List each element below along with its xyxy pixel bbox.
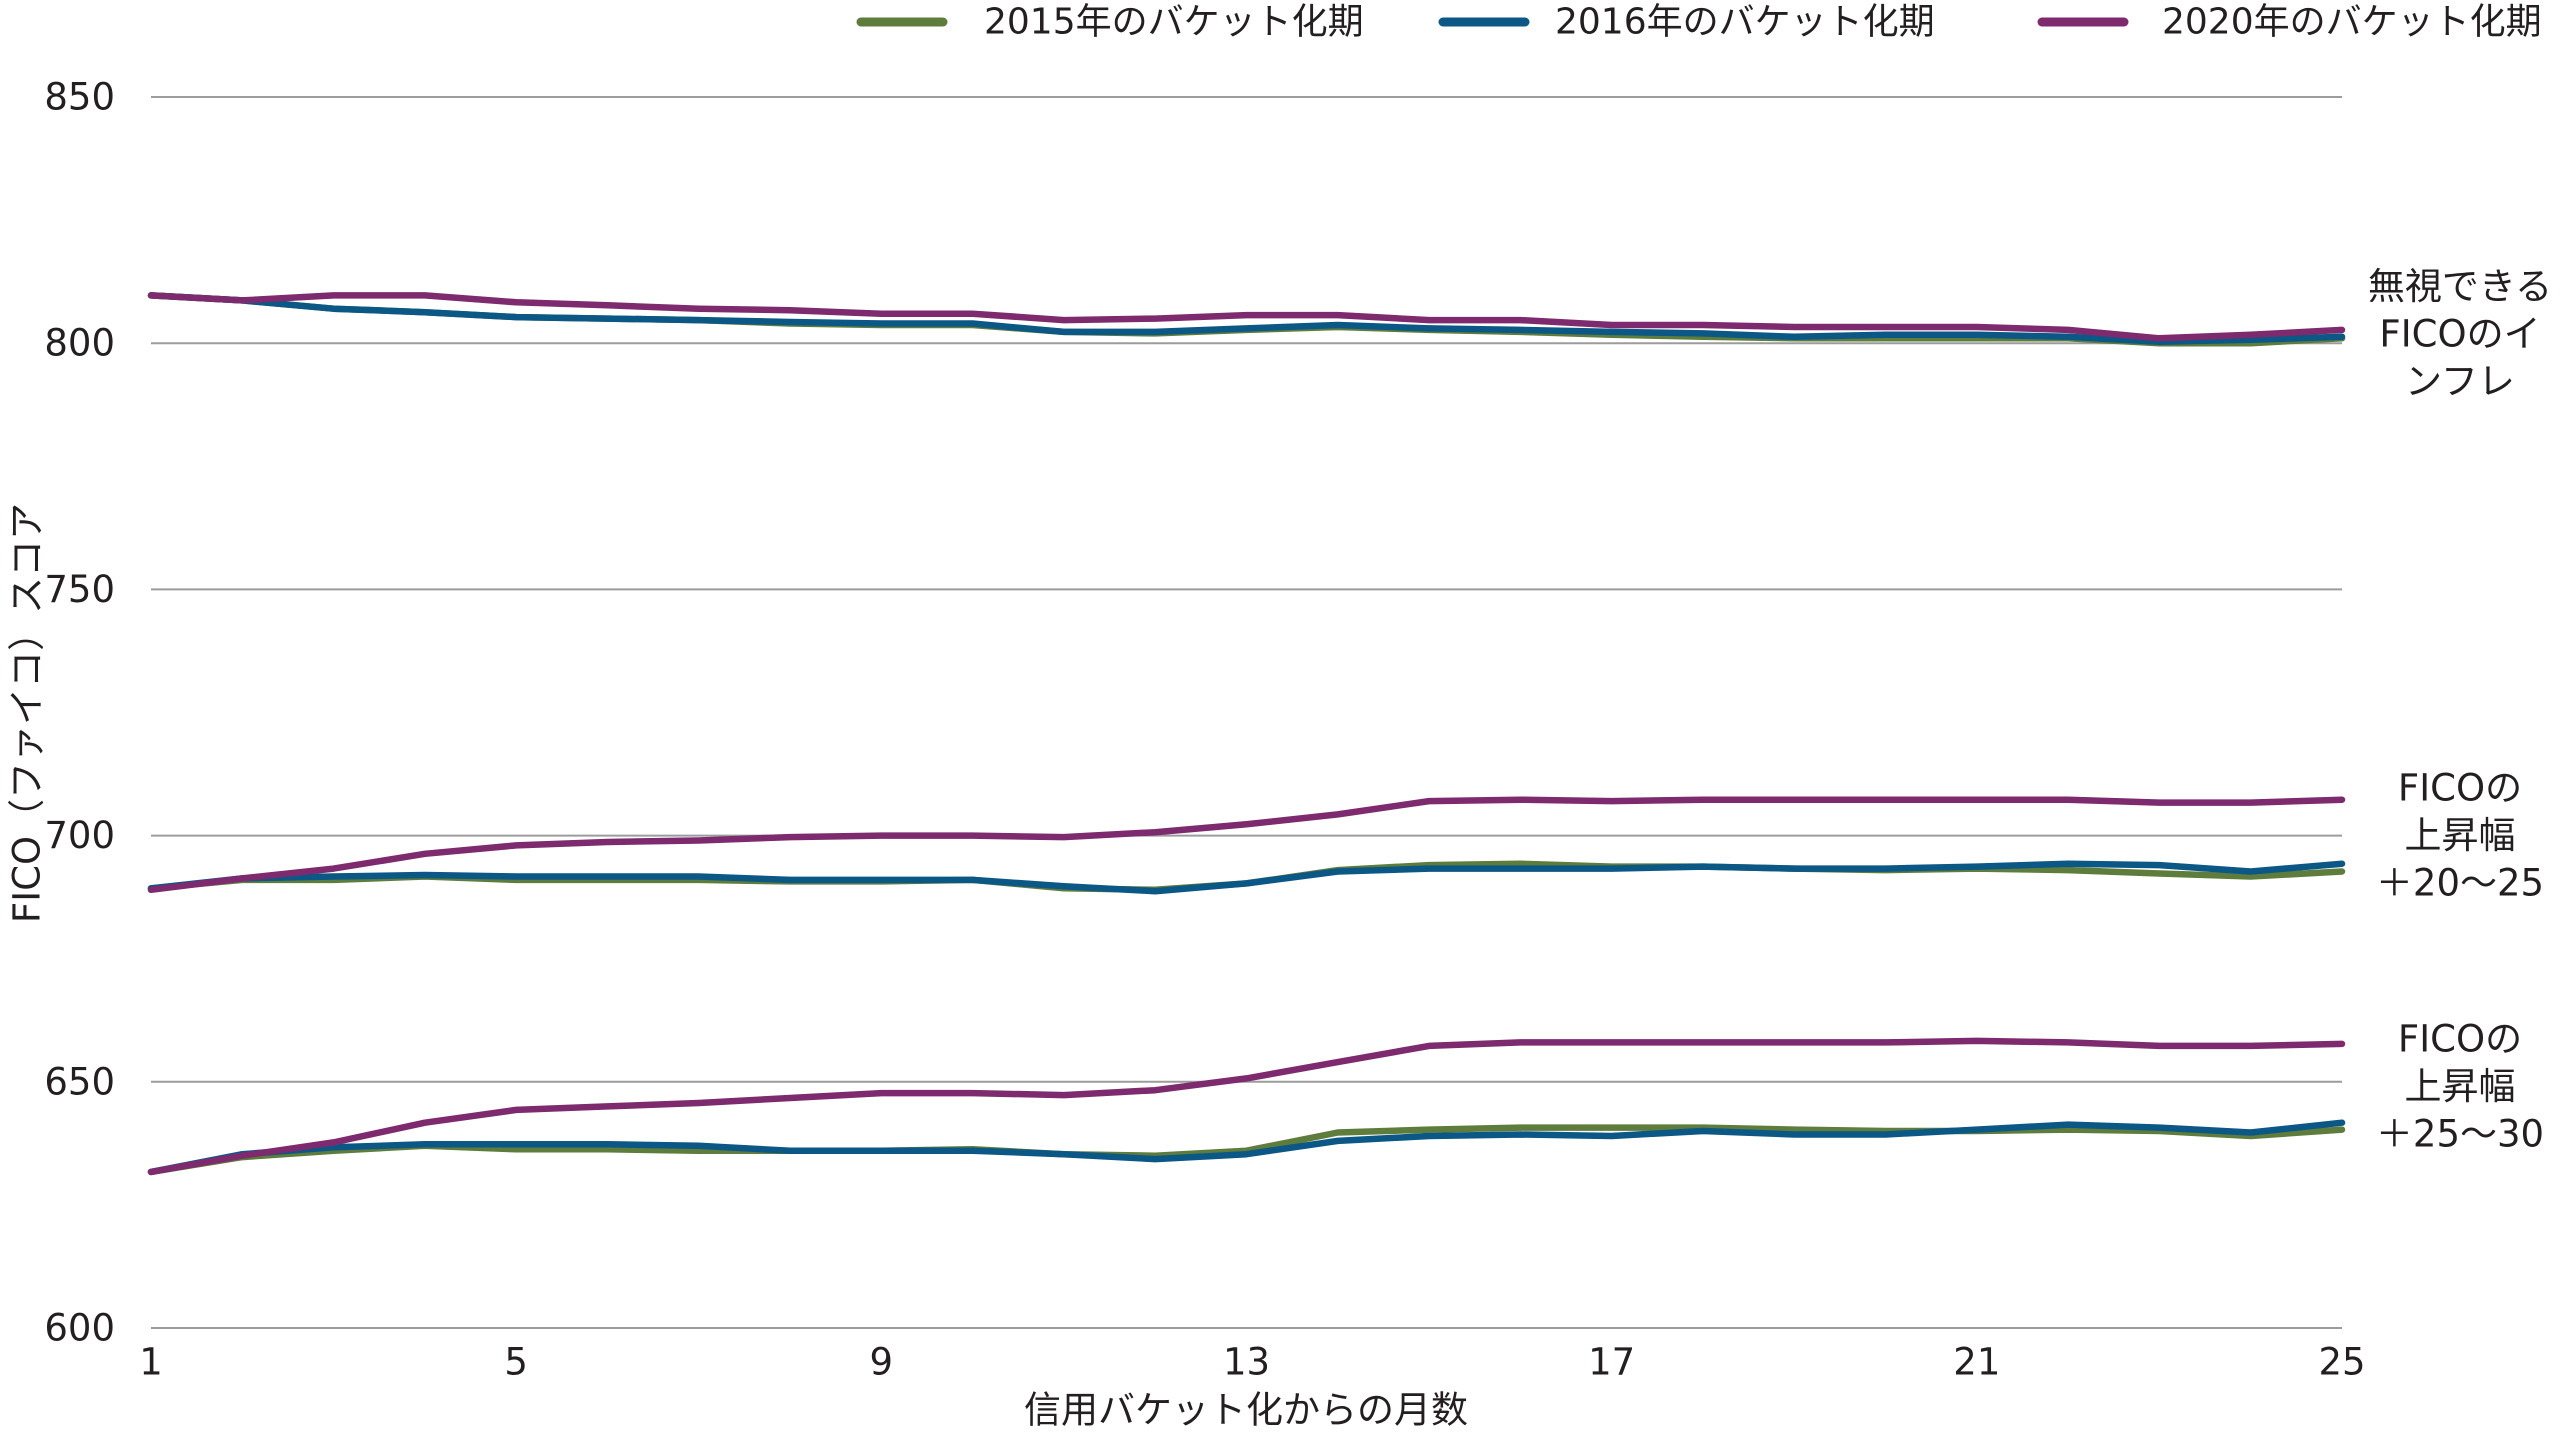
series-2-line-3 (147, 1119, 2346, 1176)
series-lines (147, 292, 2346, 1176)
annotation-line: 上昇幅 (2405, 814, 2516, 857)
annotation-line: ＋20～25 (2376, 862, 2544, 905)
series-3-line-3 (147, 1037, 2346, 1176)
legend-item: 2020年のバケット化期 (2037, 2, 2542, 43)
x-tick-label: 5 (504, 1341, 528, 1384)
y-axis-title: FICO（ファイコ）スコア (6, 503, 49, 923)
series-3-line-1 (147, 292, 2346, 342)
series-2-line-2 (147, 860, 2346, 895)
x-axis-title: 信用バケット化からの月数 (1024, 1389, 1468, 1432)
series-2-line-1 (147, 292, 2346, 345)
legend: 2015年のバケット化期 2016年のバケット化期 2020年のバケット化期 (856, 2, 2542, 43)
series-3-line-2 (147, 796, 2346, 894)
y-axis-tick-labels: 600 650 700 750 800 850 (44, 76, 115, 1350)
annotation-line: ンフレ (2405, 360, 2515, 403)
y-tick-label: 700 (44, 814, 115, 857)
legend-item: 2015年のバケット化期 (856, 2, 1364, 43)
x-tick-label: 13 (1223, 1341, 1270, 1384)
annotation-line: FICOの (2398, 1018, 2522, 1061)
legend-item: 2016年のバケット化期 (1438, 2, 1935, 43)
legend-label: 2020年のバケット化期 (2162, 2, 2542, 43)
x-axis-tick-labels: 1 5 9 13 17 21 25 (139, 1341, 2365, 1384)
x-tick-label: 25 (2318, 1341, 2365, 1384)
x-tick-label: 1 (139, 1341, 163, 1384)
x-tick-label: 17 (1588, 1341, 1635, 1384)
annotation-line: 無視できる (2368, 265, 2552, 308)
annotation-line: FICOのイ (2379, 313, 2540, 356)
x-tick-label: 21 (1953, 1341, 2000, 1384)
series-1-line-3 (147, 1124, 2346, 1176)
y-tick-label: 750 (44, 568, 115, 611)
y-tick-label: 800 (44, 322, 115, 365)
legend-label: 2015年のバケット化期 (984, 2, 1364, 43)
annotation-line: 上昇幅 (2405, 1065, 2516, 1108)
y-tick-label: 600 (44, 1307, 115, 1350)
x-tick-label: 9 (870, 1341, 894, 1384)
y-tick-label: 650 (44, 1060, 115, 1103)
y-tick-label: 850 (44, 76, 115, 119)
annotation-line: ＋25～30 (2376, 1113, 2544, 1156)
annotations: 無視できるFICOのインフレFICOの上昇幅＋20～25FICOの上昇幅＋25～… (2368, 265, 2552, 1156)
gridlines (151, 96, 2342, 1329)
legend-label: 2016年のバケット化期 (1555, 2, 1935, 43)
annotation-line: FICOの (2398, 767, 2522, 810)
